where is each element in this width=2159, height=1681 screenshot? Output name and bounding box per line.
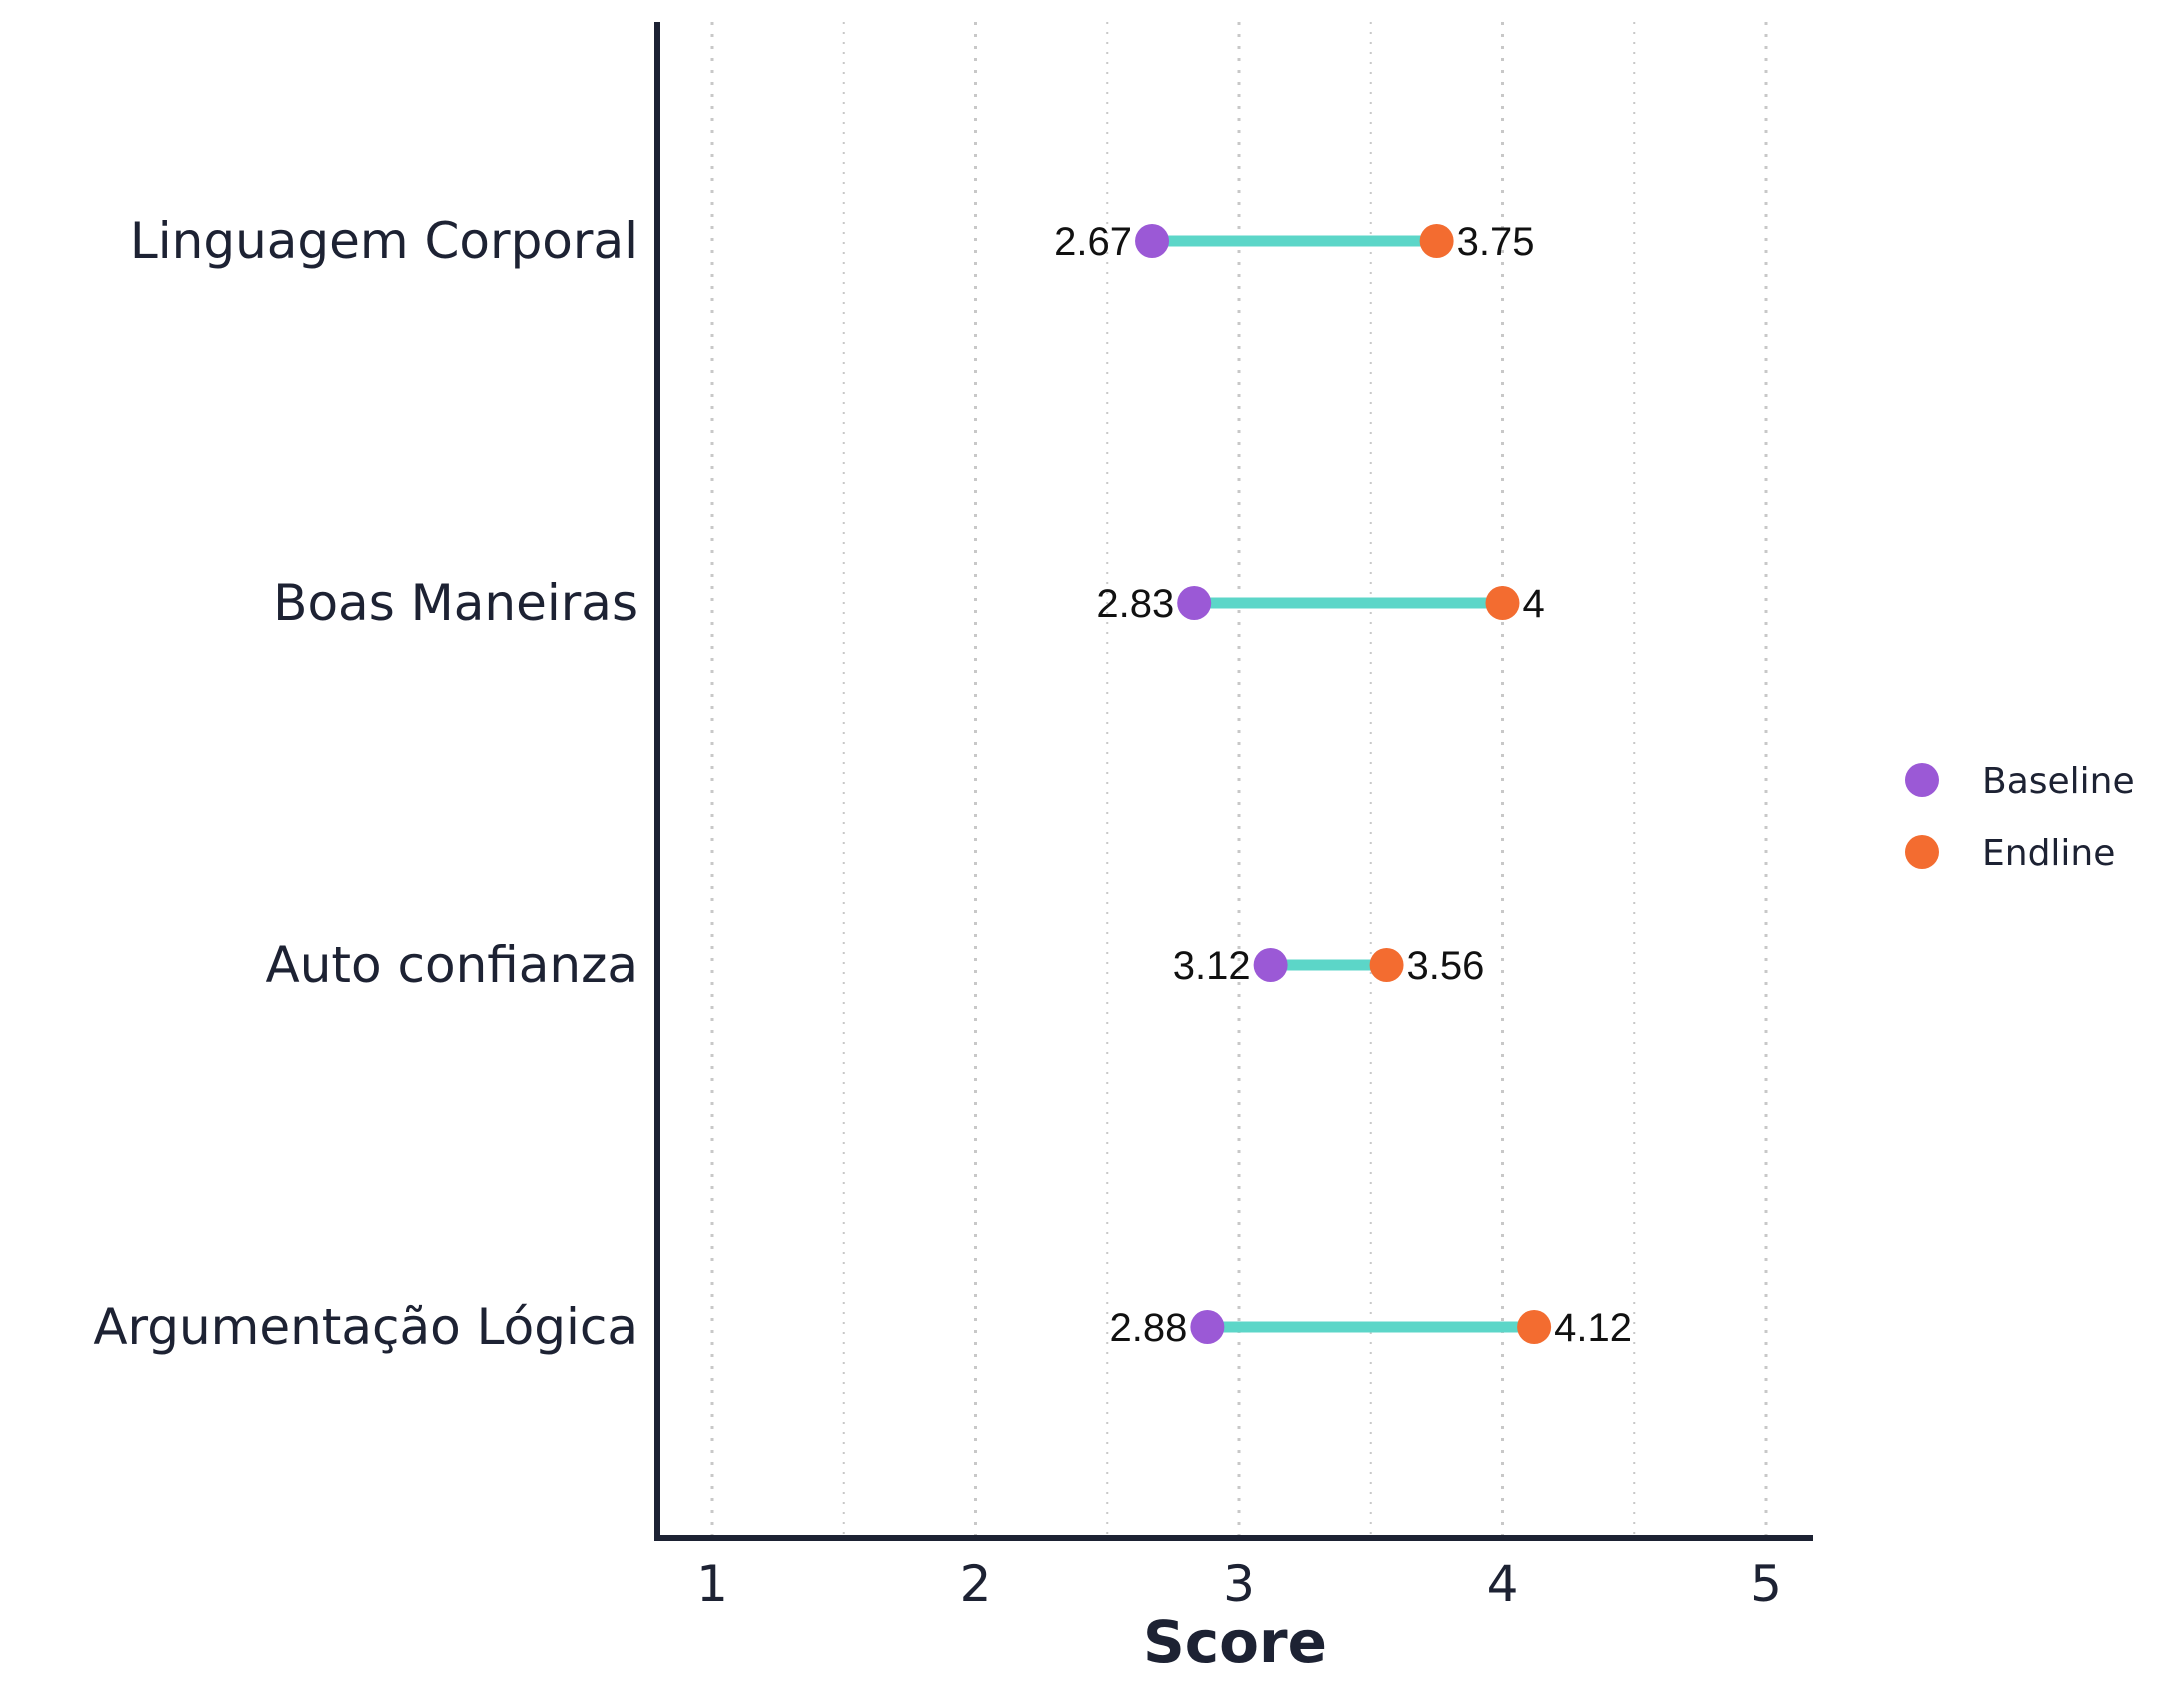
endline-value-label: 4.12 <box>1554 1306 1632 1350</box>
category-label: Argumentação Lógica <box>93 1298 638 1356</box>
x-tick-label: 1 <box>696 1555 728 1613</box>
endline-value-label: 3.75 <box>1457 220 1535 264</box>
baseline-point <box>1177 586 1212 620</box>
baseline-point <box>1253 948 1288 982</box>
x-tick-label: 4 <box>1487 1555 1519 1613</box>
x-tick-label: 2 <box>960 1555 992 1613</box>
x-tick-label: 5 <box>1750 1555 1782 1613</box>
axes <box>654 22 1813 1541</box>
x-axis-title: Score <box>1143 1608 1327 1676</box>
endline-value-label: 4 <box>1523 582 1545 626</box>
x-tick-labels: 1 2 3 4 5 <box>696 1555 1782 1613</box>
baseline-value-label: 2.67 <box>1054 220 1132 264</box>
category-label: Linguagem Corporal <box>130 212 638 270</box>
legend-label: Baseline <box>1982 761 2135 802</box>
category-label: Boas Maneiras <box>273 574 638 632</box>
legend-label: Endline <box>1982 833 2115 874</box>
category-label: Auto confianza <box>266 936 638 994</box>
endline-point <box>1419 224 1454 258</box>
baseline-value-label: 2.88 <box>1110 1306 1188 1350</box>
legend-marker <box>1905 763 1939 797</box>
baseline-value-label: 2.83 <box>1096 582 1174 626</box>
connector-layer <box>1152 235 1535 1333</box>
legend: Baseline Endline <box>1905 761 2135 874</box>
endline-point <box>1517 1310 1552 1344</box>
baseline-value-label: 3.12 <box>1173 944 1251 988</box>
legend-marker <box>1905 835 1939 869</box>
baseline-point <box>1135 224 1170 258</box>
value-label-layer: 2.67 3.75 2.83 4 3.12 3.56 2.88 4.12 <box>1054 220 1632 1350</box>
point-layer <box>1135 224 1552 1344</box>
grid-layer <box>710 22 1768 1538</box>
endline-value-label: 3.56 <box>1407 944 1485 988</box>
endline-point <box>1485 586 1520 620</box>
endline-point <box>1369 948 1404 982</box>
x-tick-label: 3 <box>1223 1555 1255 1613</box>
category-labels: Linguagem Corporal Boas Maneiras Auto conf… <box>93 212 638 1356</box>
baseline-point <box>1190 1310 1225 1344</box>
